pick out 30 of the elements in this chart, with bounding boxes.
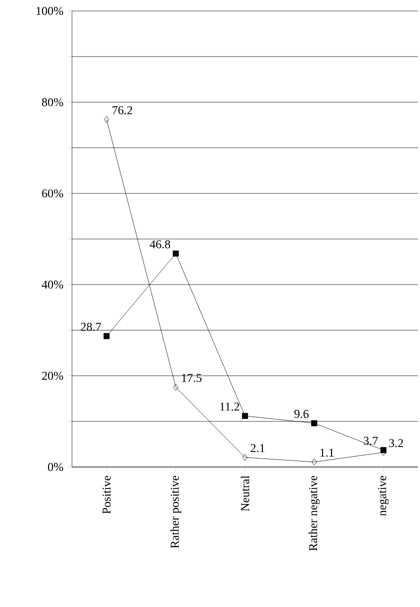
- data-label: 11.2: [220, 402, 240, 411]
- data-label: 46.8: [150, 240, 170, 248]
- data-label: 2.1: [250, 444, 264, 452]
- point: [172, 250, 179, 257]
- y-tick-label: 40%: [42, 280, 64, 289]
- data-label: 1.1: [320, 448, 334, 457]
- x-tick-label: Positive: [102, 476, 111, 514]
- data-label: 9.6: [294, 410, 309, 418]
- point: [380, 447, 386, 454]
- x-tick-label: Neutral: [240, 476, 250, 512]
- data-label: 17.5: [182, 374, 202, 382]
- y-tick-label: 80%: [42, 98, 64, 106]
- point: [311, 420, 318, 426]
- data-label: 28.7: [80, 322, 102, 331]
- x-tick-label: Rather positive: [170, 476, 182, 548]
- y-tick-label: 100%: [36, 6, 64, 16]
- point: [104, 116, 110, 123]
- point: [312, 458, 317, 466]
- x-tick-label: negative: [378, 476, 389, 516]
- data-label: 3.2: [389, 439, 403, 448]
- point: [242, 412, 248, 419]
- point: [173, 384, 178, 391]
- point: [104, 333, 110, 340]
- y-tick-label: 60%: [42, 189, 64, 198]
- data-label: 3.7: [364, 436, 378, 445]
- y-tick-label: 20%: [42, 372, 64, 380]
- data-label: 76.2: [112, 106, 132, 114]
- x-tick-label: Rather negative: [308, 476, 320, 551]
- y-tick-label: 0%: [48, 462, 64, 472]
- point: [242, 454, 248, 461]
